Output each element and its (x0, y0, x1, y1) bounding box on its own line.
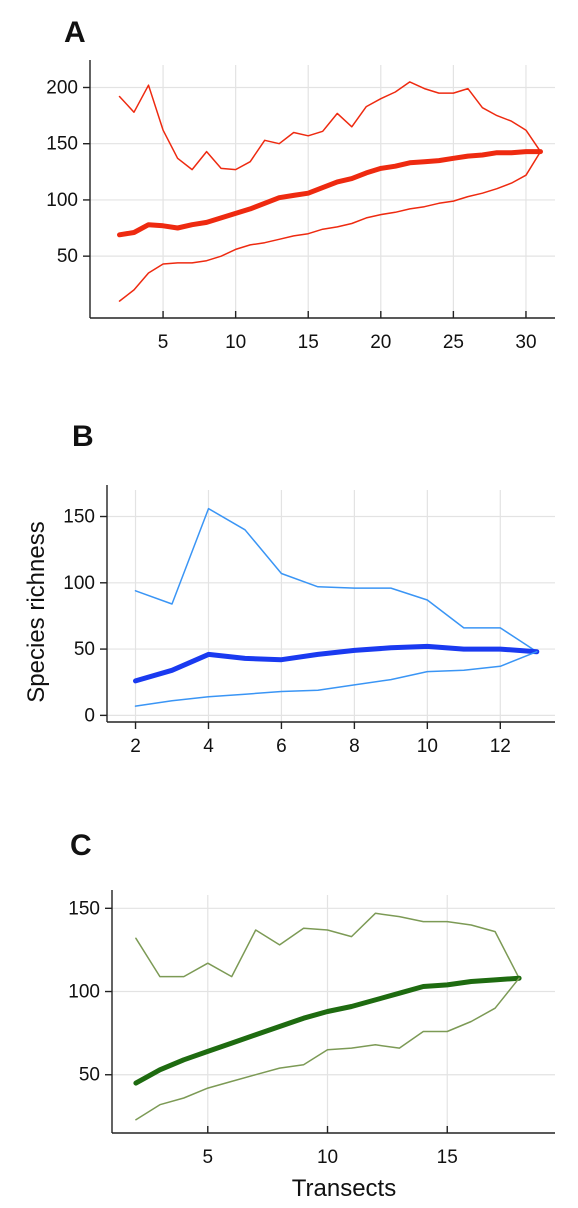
x-tick-label: 15 (298, 332, 319, 353)
x-axis-title: Transects (292, 1175, 396, 1202)
plot-c: 50 100 150 5 10 15 (68, 890, 555, 1168)
y-tick-label: 150 (63, 507, 95, 528)
y-tick-label: 0 (84, 705, 95, 726)
x-tick-label: 12 (490, 736, 511, 757)
x-tick-label: 10 (317, 1147, 338, 1168)
x-tick-label: 4 (203, 736, 214, 757)
x-tick-label: 5 (158, 332, 169, 353)
x-tick-label: 10 (417, 736, 438, 757)
panel-label-c: C (70, 829, 92, 862)
series-line-upper (134, 507, 538, 653)
y-axis-title: Species richness (23, 521, 50, 702)
y-tick-label: 150 (46, 134, 78, 155)
y-tick-label: 100 (68, 982, 100, 1003)
panel-label-b: B (72, 420, 94, 453)
x-tick-label: 5 (202, 1147, 213, 1168)
x-tick-label: 10 (225, 332, 246, 353)
series-line-lower (118, 150, 542, 302)
y-tick-label: 150 (68, 898, 100, 919)
x-tick-label: 15 (437, 1147, 458, 1168)
x-tick-label: 25 (443, 332, 464, 353)
panel-label-a: A (64, 16, 86, 49)
y-tick-label: 100 (63, 573, 95, 594)
x-tick-label: 8 (349, 736, 360, 757)
y-tick-label: 50 (79, 1065, 100, 1086)
plot-b: 0 50 100 150 2 4 6 8 10 12 (63, 485, 555, 757)
series-line-mean (133, 643, 540, 684)
y-tick-label: 50 (74, 639, 95, 660)
y-tick-label: 50 (57, 246, 78, 267)
y-tick-label: 100 (46, 190, 78, 211)
x-tick-label: 30 (515, 332, 536, 353)
y-tick-label: 200 (46, 77, 78, 98)
series-line-upper (135, 912, 520, 979)
x-tick-label: 6 (276, 736, 287, 757)
plot-a: 50 100 150 200 5 10 15 20 25 30 (46, 60, 555, 353)
series-line-lower (135, 977, 520, 1121)
x-tick-label: 20 (370, 332, 391, 353)
x-tick-label: 2 (130, 736, 141, 757)
series-line-mean (133, 975, 522, 1086)
series-line-upper (118, 81, 542, 171)
series-line-lower (134, 650, 538, 707)
series-line-mean (117, 149, 543, 238)
